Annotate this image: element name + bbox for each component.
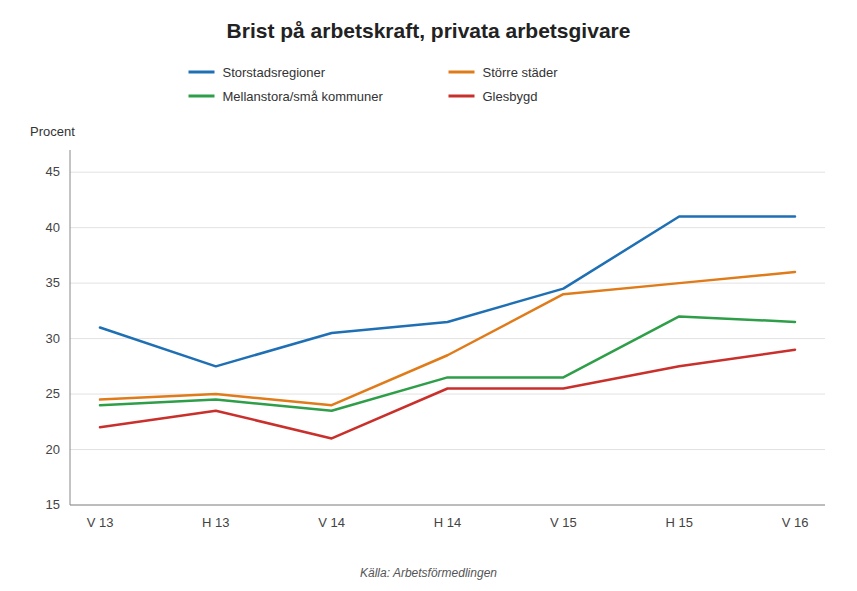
x-tick-label: V 14	[318, 515, 345, 530]
y-tick-label: 35	[46, 275, 60, 290]
y-tick-label: 30	[46, 331, 60, 346]
series-line	[100, 217, 795, 367]
x-axis-line	[70, 505, 825, 506]
lines	[100, 217, 795, 439]
x-tick-label: H 14	[434, 515, 461, 530]
legend: Storstadsregioner Större städer Mellanstor…	[189, 65, 559, 104]
x-axis: V 13 H 13 V 14 H 14 V 15 H 15 V 16	[87, 515, 809, 530]
legend-label: Glesbygd	[483, 89, 538, 104]
x-tick-label: V 16	[782, 515, 809, 530]
y-axis-label: Procent	[30, 124, 75, 139]
y-tick-label: 45	[46, 164, 60, 179]
legend-swatch	[189, 71, 215, 74]
series-line	[100, 350, 795, 439]
y-tick-label: 20	[46, 442, 60, 457]
legend-label: Mellanstora/små kommuner	[223, 89, 384, 104]
grid-line	[70, 449, 825, 450]
y-axis: 15 20 25 30 35 40 45	[46, 150, 825, 512]
x-tick-label: H 13	[202, 515, 229, 530]
grid-line	[70, 338, 825, 339]
source: Källa: Arbetsförmedlingen	[360, 566, 497, 580]
x-tick-label: V 15	[550, 515, 577, 530]
chart: Brist på arbetskraft, privata arbetsgiva…	[0, 0, 857, 591]
legend-swatch	[449, 95, 475, 98]
grid-line	[70, 227, 825, 228]
y-tick-label: 40	[46, 220, 60, 235]
y-tick-label: 15	[46, 497, 60, 512]
legend-label: Storstadsregioner	[223, 65, 326, 80]
y-axis-line	[70, 150, 71, 505]
legend-swatch	[449, 71, 475, 74]
title: Brist på arbetskraft, privata arbetsgiva…	[227, 19, 631, 42]
legend-swatch	[189, 95, 215, 98]
grid-line	[70, 283, 825, 284]
y-tick-label: 25	[46, 386, 60, 401]
series-line	[100, 272, 795, 405]
grid	[70, 172, 825, 505]
legend-label: Större städer	[483, 65, 559, 80]
grid-line	[70, 505, 825, 506]
x-tick-label: H 15	[665, 515, 692, 530]
x-tick-label: V 13	[87, 515, 114, 530]
grid-line	[70, 172, 825, 173]
